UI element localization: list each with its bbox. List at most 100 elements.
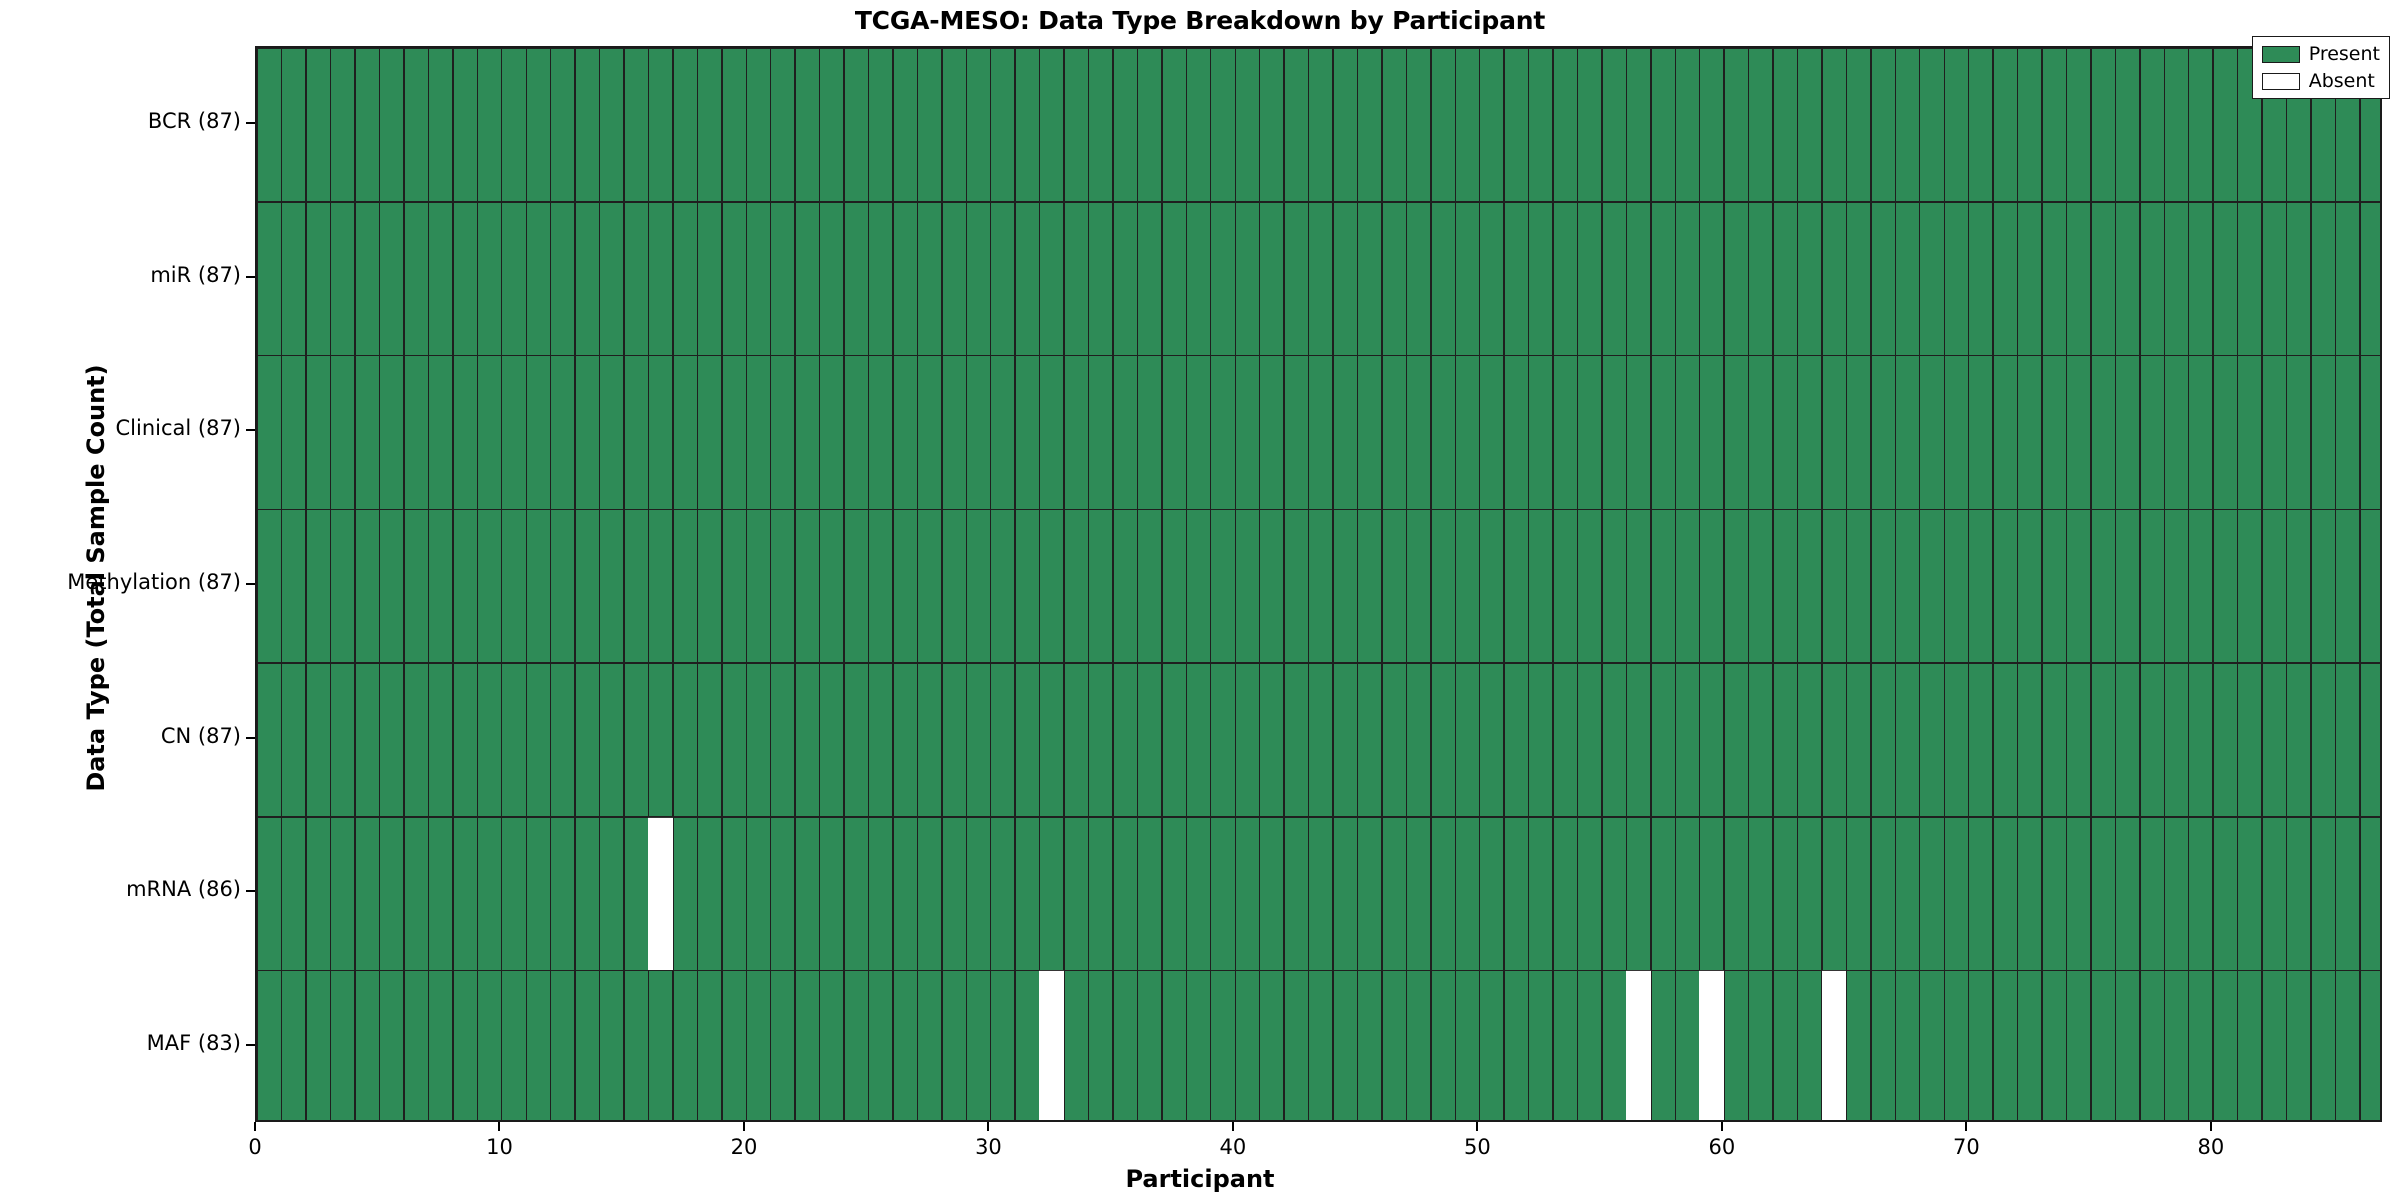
heatmap-cell bbox=[941, 201, 967, 357]
heatmap-cell-layer bbox=[257, 48, 2380, 1120]
heatmap-cell bbox=[770, 662, 796, 818]
heatmap-cell bbox=[477, 662, 503, 818]
heatmap-cell bbox=[2188, 970, 2214, 1120]
heatmap-cell bbox=[1112, 509, 1138, 664]
heatmap-cell bbox=[2115, 355, 2141, 510]
heatmap-cell bbox=[1577, 48, 1603, 203]
heatmap-cell bbox=[330, 816, 356, 971]
heatmap-plot-area bbox=[255, 46, 2382, 1122]
heatmap-cell bbox=[1332, 970, 1358, 1120]
heatmap-cell bbox=[1479, 970, 1505, 1120]
heatmap-cell bbox=[330, 509, 356, 664]
heatmap-cell bbox=[1479, 355, 1505, 510]
heatmap-cell bbox=[745, 970, 771, 1120]
heatmap-cell bbox=[1919, 662, 1945, 818]
heatmap-cell bbox=[1601, 201, 1627, 357]
heatmap-cell bbox=[2212, 201, 2238, 357]
heatmap-cell bbox=[1063, 509, 1089, 664]
heatmap-cell bbox=[1577, 662, 1603, 818]
heatmap-cell bbox=[501, 970, 527, 1120]
heatmap-cell bbox=[697, 509, 723, 664]
y-tick-mark bbox=[246, 736, 255, 739]
heatmap-cell bbox=[1454, 509, 1480, 664]
heatmap-cell bbox=[1381, 970, 1407, 1120]
heatmap-cell bbox=[2139, 662, 2165, 818]
heatmap-cell bbox=[2017, 201, 2043, 357]
heatmap-cell bbox=[1406, 201, 1432, 357]
heatmap-cell bbox=[1088, 355, 1114, 510]
heatmap-cell bbox=[2139, 48, 2165, 203]
heatmap-cell bbox=[1063, 201, 1089, 357]
heatmap-cell bbox=[257, 816, 283, 971]
heatmap-cell bbox=[2017, 509, 2043, 664]
heatmap-cell bbox=[1626, 970, 1652, 1120]
heatmap-cell bbox=[697, 816, 723, 971]
heatmap-cell bbox=[1650, 970, 1676, 1120]
heatmap-cell bbox=[1821, 355, 1847, 510]
heatmap-cell bbox=[1357, 662, 1383, 818]
heatmap-cell bbox=[305, 48, 331, 203]
heatmap-cell bbox=[1406, 48, 1432, 203]
heatmap-cell bbox=[1479, 816, 1505, 971]
heatmap-cell bbox=[2163, 355, 2189, 510]
heatmap-cell bbox=[1454, 201, 1480, 357]
x-tick-mark bbox=[1476, 1122, 1479, 1131]
heatmap-cell bbox=[305, 816, 331, 971]
heatmap-cell bbox=[2139, 970, 2165, 1120]
heatmap-cell bbox=[1283, 355, 1309, 510]
heatmap-cell bbox=[2335, 970, 2361, 1120]
heatmap-cell bbox=[403, 970, 429, 1120]
heatmap-cell bbox=[770, 509, 796, 664]
heatmap-cell bbox=[1259, 816, 1285, 971]
heatmap-cell bbox=[1332, 662, 1358, 818]
heatmap-cell bbox=[1748, 201, 1774, 357]
heatmap-cell bbox=[330, 355, 356, 510]
heatmap-cell bbox=[1797, 662, 1823, 818]
heatmap-cell bbox=[1332, 816, 1358, 971]
heatmap-cell bbox=[1210, 816, 1236, 971]
heatmap-cell bbox=[1552, 509, 1578, 664]
row-separator bbox=[257, 355, 2380, 357]
heatmap-cell bbox=[1137, 201, 1163, 357]
heatmap-cell bbox=[428, 355, 454, 510]
heatmap-cell bbox=[1577, 970, 1603, 1120]
heatmap-cell bbox=[1063, 970, 1089, 1120]
heatmap-cell bbox=[1723, 48, 1749, 203]
legend-swatch-icon bbox=[2261, 45, 2300, 63]
heatmap-cell bbox=[697, 970, 723, 1120]
heatmap-cell bbox=[1161, 662, 1187, 818]
heatmap-cell bbox=[648, 201, 674, 357]
heatmap-cell bbox=[745, 201, 771, 357]
heatmap-cell bbox=[2286, 201, 2312, 357]
heatmap-cell bbox=[403, 355, 429, 510]
heatmap-cell bbox=[1943, 970, 1969, 1120]
heatmap-cell bbox=[1528, 201, 1554, 357]
heatmap-cell bbox=[1186, 48, 1212, 203]
heatmap-cell bbox=[1186, 816, 1212, 971]
heatmap-cell bbox=[550, 355, 576, 510]
heatmap-cell bbox=[525, 816, 551, 971]
heatmap-cell bbox=[1748, 355, 1774, 510]
heatmap-cell bbox=[501, 662, 527, 818]
heatmap-cell bbox=[1088, 48, 1114, 203]
heatmap-cell bbox=[1088, 970, 1114, 1120]
heatmap-cell bbox=[1895, 48, 1921, 203]
heatmap-cell bbox=[330, 48, 356, 203]
heatmap-cell bbox=[990, 201, 1016, 357]
heatmap-cell bbox=[1406, 662, 1432, 818]
heatmap-cell bbox=[1846, 355, 1872, 510]
heatmap-cell bbox=[1650, 355, 1676, 510]
heatmap-cell bbox=[1381, 816, 1407, 971]
heatmap-cell bbox=[1675, 816, 1701, 971]
heatmap-cell bbox=[1895, 816, 1921, 971]
chart-legend: Present Absent bbox=[2251, 36, 2390, 99]
heatmap-cell bbox=[2163, 970, 2189, 1120]
heatmap-cell bbox=[452, 48, 478, 203]
heatmap-cell bbox=[2115, 970, 2141, 1120]
heatmap-cell bbox=[1968, 201, 1994, 357]
y-tick-mark bbox=[246, 583, 255, 585]
heatmap-cell bbox=[1308, 355, 1334, 510]
heatmap-cell bbox=[990, 662, 1016, 818]
heatmap-cell bbox=[1577, 201, 1603, 357]
heatmap-cell bbox=[745, 816, 771, 971]
